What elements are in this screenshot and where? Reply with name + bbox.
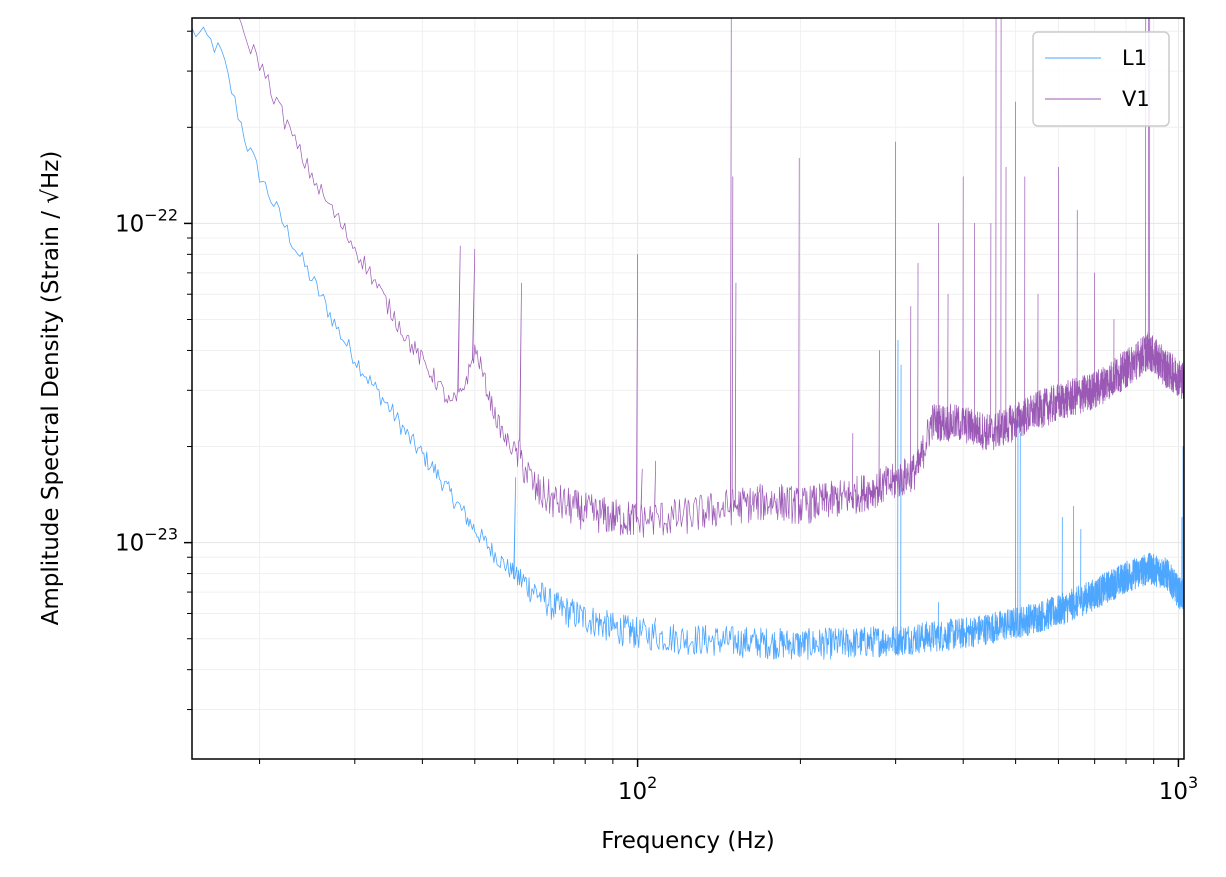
series-layer (192, 18, 1184, 660)
series-line-l1 (192, 26, 1184, 660)
x-tick-label: 102 (618, 773, 657, 805)
legend-label-v1: V1 (1122, 87, 1150, 111)
axis-ticks: 102 103 10−23 10−22 (115, 30, 1198, 805)
x-tick-label: 103 (1159, 773, 1198, 805)
plot-frame (191, 17, 1185, 760)
y-axis-label: Amplitude Spectral Density (Strain / √Hz… (38, 151, 64, 626)
y-tick-label: 10−23 (115, 525, 178, 557)
legend-label-l1: L1 (1122, 46, 1147, 70)
x-axis-label: Frequency (Hz) (601, 828, 774, 854)
legend-box (1032, 31, 1170, 127)
legend: L1 V1 (1032, 31, 1170, 127)
y-tick-label: 10−22 (115, 205, 178, 237)
series-line-v1 (238, 18, 1184, 538)
